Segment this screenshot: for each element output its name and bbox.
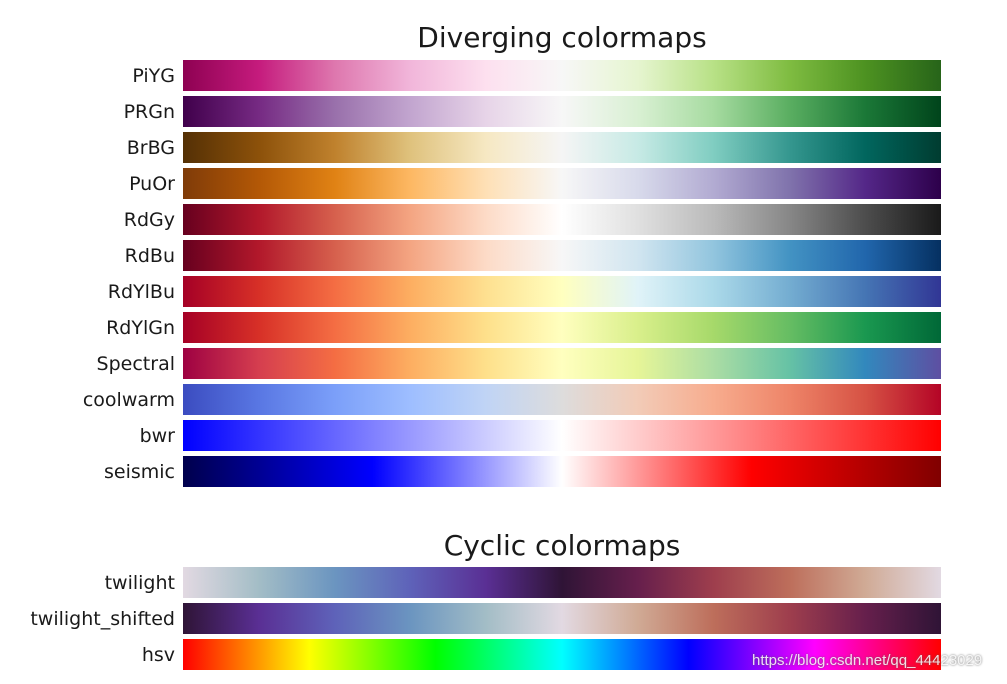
colormap-bar-seismic [183,456,941,487]
colormap-bar-rdbu [183,240,941,271]
colormap-label-spectral: Spectral [96,352,175,375]
watermark-text: https://blog.csdn.net/qq_44423029 [752,652,983,669]
colormap-label-seismic: seismic [104,460,175,483]
diverging-title: Diverging colormaps [417,21,707,54]
colormap-bar-bwr [183,420,941,451]
colormap-bar-twilight [183,567,941,598]
colormap-label-piyg: PiYG [132,64,175,87]
colormap-bar-coolwarm [183,384,941,415]
colormap-label-hsv: hsv [141,643,175,666]
colormap-bar-rdgy [183,204,941,235]
cyclic-title: Cyclic colormaps [443,529,681,562]
colormap-bar-prgn [183,96,941,127]
colormap-label-brbg: BrBG [126,136,175,159]
colormap-label-rdylbu: RdYlBu [107,280,175,303]
colormap-label-rdgy: RdGy [123,208,175,231]
colormap-bar-rdylgn [183,312,941,343]
colormap-label-coolwarm: coolwarm [82,388,175,411]
colormap-label-bwr: bwr [139,424,175,447]
colormap-bar-brbg [183,132,941,163]
colormap-bar-rdylbu [183,276,941,307]
colormap-bar-puor [183,168,941,199]
colormap-bar-twilight-shifted [183,603,941,634]
colormap-bar-hsv [183,639,941,670]
colormap-label-twilight-shifted: twilight_shifted [30,607,175,630]
colormap-label-twilight: twilight [104,571,175,594]
colormap-bar-piyg [183,60,941,91]
colormap-label-prgn: PRGn [123,100,175,123]
colormap-label-rdylgn: RdYlGn [106,316,175,339]
colormap-label-puor: PuOr [129,172,175,195]
colormap-label-rdbu: RdBu [124,244,175,267]
colormap-bar-spectral [183,348,941,379]
